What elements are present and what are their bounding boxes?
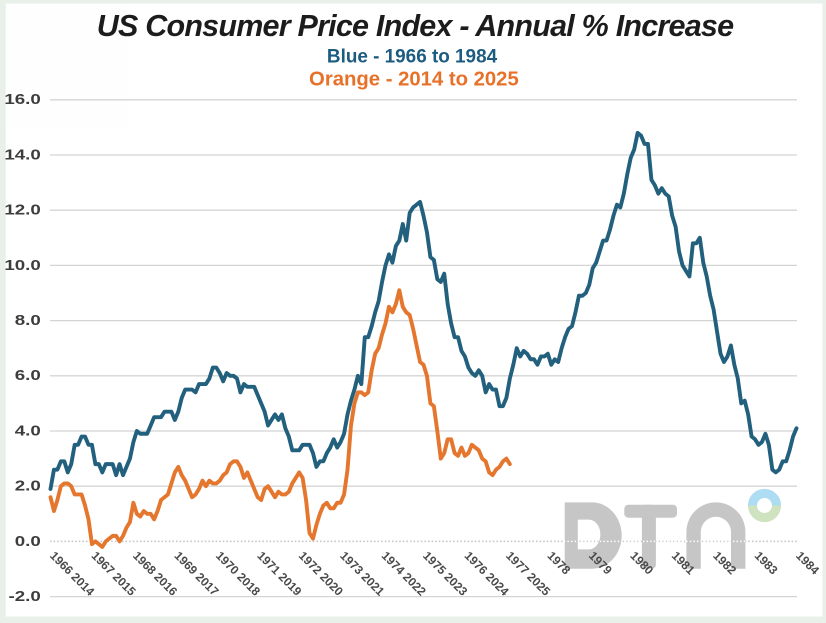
svg-text:0.0: 0.0: [15, 533, 41, 550]
svg-text:2.0: 2.0: [15, 477, 41, 494]
svg-text:16.0: 16.0: [4, 91, 40, 108]
svg-text:US Consumer Price Index - Annu: US Consumer Price Index - Annual % Incre…: [97, 9, 734, 43]
svg-text:6.0: 6.0: [15, 367, 41, 384]
svg-text:12.0: 12.0: [4, 201, 40, 218]
svg-text:14.0: 14.0: [4, 146, 40, 163]
svg-text:Blue - 1966 to 1984: Blue - 1966 to 1984: [327, 46, 497, 67]
svg-text:4.0: 4.0: [15, 422, 41, 439]
svg-text:Orange - 2014 to 2025: Orange - 2014 to 2025: [309, 68, 519, 90]
svg-text:10.0: 10.0: [4, 257, 40, 274]
svg-text:-2.0: -2.0: [8, 588, 40, 605]
svg-text:8.0: 8.0: [15, 312, 41, 329]
